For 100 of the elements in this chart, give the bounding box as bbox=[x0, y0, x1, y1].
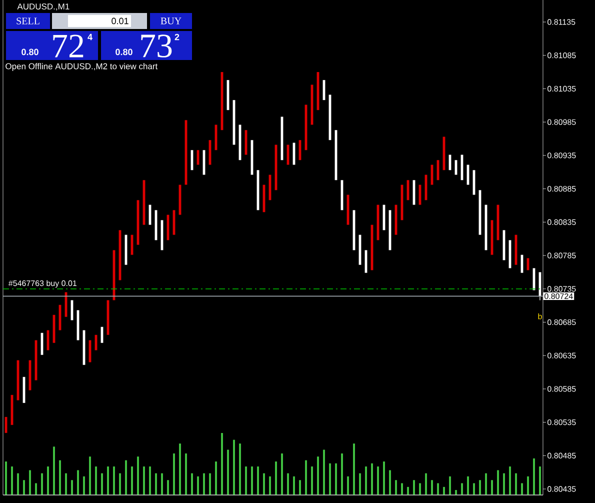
bar bbox=[257, 466, 259, 495]
y-tick-label: 0.80785 bbox=[548, 252, 576, 258]
bar bbox=[460, 483, 463, 495]
bar bbox=[161, 473, 163, 495]
bar bbox=[478, 480, 481, 495]
annotation: 73 bbox=[141, 34, 172, 58]
y-tick-label: 0.80485 bbox=[548, 452, 576, 458]
bar bbox=[113, 466, 116, 495]
bar bbox=[41, 473, 44, 495]
bar bbox=[430, 480, 433, 495]
bar bbox=[83, 476, 86, 495]
bar bbox=[436, 483, 439, 495]
annotation: BUY bbox=[160, 18, 182, 24]
y-tick-label: 0.81085 bbox=[548, 52, 576, 58]
bar bbox=[538, 466, 541, 495]
bar bbox=[286, 473, 289, 495]
bar bbox=[364, 466, 367, 495]
bar bbox=[358, 473, 361, 495]
bar bbox=[269, 476, 271, 495]
bar bbox=[23, 480, 26, 495]
bar bbox=[47, 466, 50, 495]
bar bbox=[131, 466, 134, 495]
annotation: 4 bbox=[88, 34, 92, 40]
annotation: 0.01 bbox=[112, 18, 128, 24]
annotation: b bbox=[538, 313, 542, 320]
bar bbox=[221, 432, 223, 495]
bar bbox=[514, 473, 517, 495]
bar bbox=[442, 486, 445, 495]
bar bbox=[251, 466, 253, 495]
bar bbox=[155, 473, 158, 495]
bar bbox=[400, 483, 403, 495]
bar bbox=[394, 480, 397, 495]
bar bbox=[95, 466, 98, 495]
bar bbox=[304, 460, 307, 495]
bar bbox=[209, 473, 211, 495]
bar bbox=[5, 462, 8, 495]
bar bbox=[11, 466, 14, 495]
annotation: 0.80 bbox=[116, 48, 132, 56]
bar bbox=[370, 463, 373, 495]
bar bbox=[334, 463, 337, 495]
bar bbox=[496, 470, 499, 495]
y-tick-label: 0.80635 bbox=[548, 352, 576, 358]
bar bbox=[293, 476, 295, 495]
bar bbox=[322, 450, 325, 495]
bar bbox=[484, 473, 487, 495]
bar bbox=[412, 480, 415, 495]
bar bbox=[490, 480, 493, 495]
bar bbox=[245, 466, 247, 495]
y-tick-label: 0.80585 bbox=[548, 386, 576, 392]
bar bbox=[71, 480, 74, 495]
bar bbox=[317, 456, 319, 495]
bar bbox=[143, 466, 145, 495]
annotation: Open Offline AUDUSD.,M2 to view chart bbox=[6, 63, 158, 71]
y-tick-label: 0.81135 bbox=[548, 19, 576, 25]
bar bbox=[376, 466, 379, 495]
bar bbox=[406, 486, 409, 495]
bar bbox=[35, 483, 38, 495]
bar bbox=[239, 444, 241, 495]
bar bbox=[472, 483, 475, 495]
bar bbox=[352, 444, 355, 495]
y-tick-label: 0.80535 bbox=[548, 419, 576, 426]
y-tick-label: 0.80835 bbox=[548, 219, 576, 225]
bar bbox=[418, 483, 421, 495]
bar bbox=[346, 476, 349, 495]
y-tick-label: 0.80735 bbox=[548, 286, 576, 292]
bar bbox=[310, 466, 313, 495]
bar bbox=[77, 470, 80, 495]
bar bbox=[191, 473, 193, 495]
bar bbox=[520, 483, 523, 495]
chart-title: AUDUSD.,M1 bbox=[17, 3, 70, 10]
bar bbox=[65, 473, 68, 495]
bar bbox=[203, 473, 205, 495]
annotation: 72 bbox=[53, 34, 84, 58]
ref-line-label: #5467763 buy 0.01 bbox=[8, 280, 77, 288]
y-tick-label: 0.80935 bbox=[548, 152, 576, 158]
bar bbox=[526, 476, 529, 495]
bar bbox=[89, 456, 92, 495]
bar bbox=[275, 462, 277, 495]
y-tick-label: 0.80685 bbox=[548, 319, 576, 326]
bar bbox=[137, 456, 140, 495]
bar bbox=[167, 480, 169, 495]
bar bbox=[382, 462, 385, 495]
bar bbox=[185, 453, 187, 495]
bar bbox=[508, 466, 511, 495]
bar bbox=[107, 466, 110, 495]
bar bbox=[29, 470, 32, 495]
bar bbox=[281, 453, 283, 495]
bar bbox=[227, 450, 229, 495]
bar bbox=[299, 480, 301, 495]
bar bbox=[125, 460, 128, 495]
bar bbox=[197, 476, 200, 495]
annotation: 0.80 bbox=[22, 48, 38, 56]
ref-line-label: 0.80724 bbox=[544, 293, 573, 300]
bar bbox=[233, 440, 235, 495]
y-tick-label: 0.80885 bbox=[548, 186, 576, 192]
bar bbox=[532, 458, 535, 495]
bar bbox=[466, 476, 469, 495]
bar bbox=[53, 446, 56, 495]
bar bbox=[328, 463, 331, 495]
bar bbox=[388, 470, 391, 495]
